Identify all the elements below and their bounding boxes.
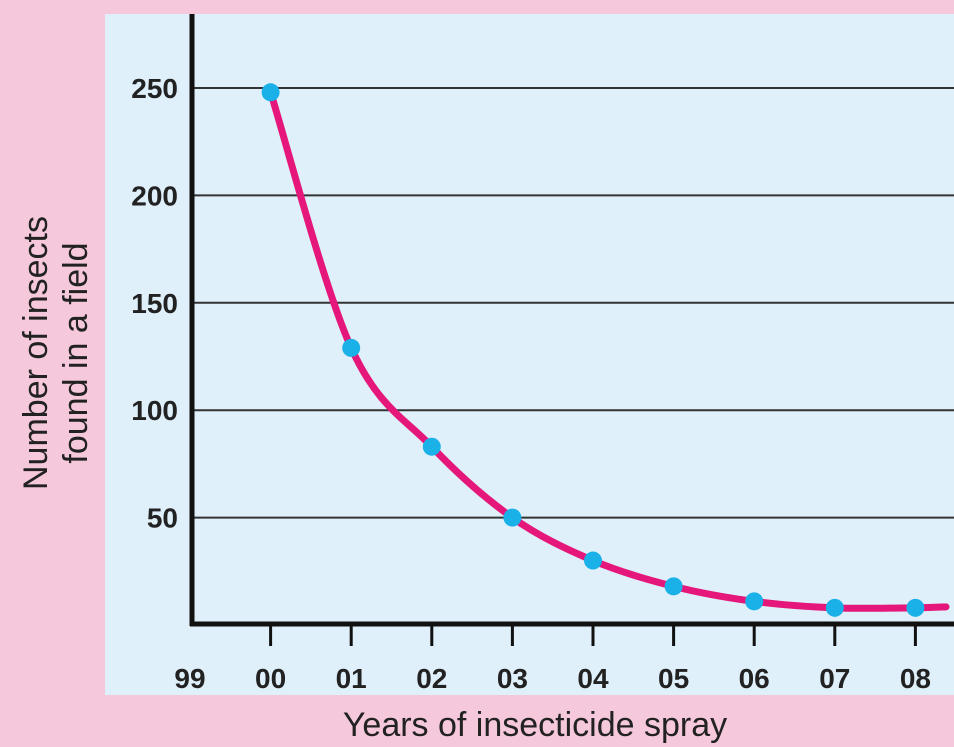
x-tick-label: 03 [497, 663, 528, 694]
x-axis-title: Years of insecticide spray [343, 706, 727, 744]
data-point [906, 598, 925, 617]
y-tick-label: 200 [131, 180, 178, 211]
y-axis-title-line-2: found in a field [57, 242, 95, 463]
x-tick-label: 01 [336, 663, 367, 694]
data-point [584, 551, 602, 570]
y-tick-label: 250 [131, 73, 178, 104]
x-tick-label: 08 [900, 663, 931, 694]
y-tick-label: 100 [131, 395, 178, 426]
data-point [745, 592, 764, 611]
data-point [261, 83, 280, 102]
data-point [664, 577, 683, 596]
x-ticks: 99 00 01 02 03 04 05 06 07 08 [174, 626, 931, 694]
y-tick-label: 150 [131, 288, 178, 319]
x-tick-label: 04 [577, 663, 609, 694]
data-point [503, 508, 522, 527]
x-tick-label: 05 [658, 663, 689, 694]
x-tick-label: 99 [174, 663, 205, 694]
data-point [825, 598, 844, 617]
y-ticks: 50 100 150 200 250 [131, 73, 178, 534]
x-tick-label: 06 [739, 663, 770, 694]
x-tick-label: 02 [416, 663, 447, 694]
gridlines [192, 87, 954, 519]
x-tick-label: 07 [819, 663, 850, 694]
data-points [261, 83, 925, 617]
data-point [342, 338, 361, 357]
plot-background [105, 14, 954, 695]
y-tick-label: 50 [147, 503, 178, 534]
data-point [422, 437, 441, 456]
y-axis-title-line-1: Number of insects [17, 216, 55, 490]
x-tick-label: 00 [255, 663, 286, 694]
